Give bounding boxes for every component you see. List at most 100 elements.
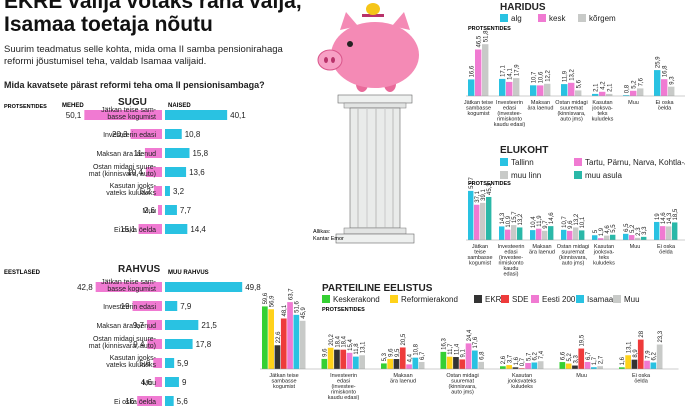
value-label-ekre-4: 1,6: [514, 356, 520, 365]
bar-left-eestlased-5: [154, 377, 162, 387]
value-label-muu-1: 13,1: [360, 341, 366, 353]
bar-alg-3: [561, 84, 568, 96]
category-label-2: Maksan ära laenud: [96, 323, 156, 330]
value-label-muu-asula-6: 18,5: [673, 208, 679, 220]
legend-label-tallinn: Tallinn: [511, 158, 534, 167]
bar-tartu-parnu-narva-kohtla-jarve-3: [567, 230, 573, 240]
value-label-right-1: 7,9: [180, 302, 192, 311]
bar-left-mehed-4: [153, 186, 162, 196]
bar-ekre-2: [393, 359, 400, 369]
bar-kesk-1: [506, 81, 513, 96]
value-label-muu-3: 6,8: [479, 351, 485, 360]
bar-tartu-parnu-narva-kohtla-jarve-2: [536, 228, 542, 240]
value-label-tallinn-5: 6,5: [624, 223, 630, 232]
bar-isamaa-3: [472, 350, 478, 369]
bar-isamaa-0: [293, 314, 300, 369]
value-label-keskerakond-4: 2,6: [501, 355, 507, 364]
pedestal-illustration: [335, 94, 415, 244]
value-label-keskerakond-5: 6,6: [561, 351, 567, 360]
category-label-6: Ei oska öelda: [657, 244, 676, 256]
bar-ekre-6: [631, 359, 638, 369]
value-label-left-4: 5,2: [140, 187, 152, 196]
bar-muu-asula-0: [486, 196, 492, 240]
value-label-kesk-1: 14,1: [508, 68, 514, 80]
bar-muu-linn-1: [511, 225, 517, 240]
category-label-3: Ostan midagi suuremat (kinnisvara, auto jms…: [446, 373, 478, 396]
legend-label-kesk: kesk: [549, 14, 566, 23]
bar-kesk-2: [537, 85, 544, 96]
bar-tartu-parnu-narva-kohtla-jarve-0: [474, 204, 480, 240]
bar-reformierakond-1: [327, 347, 334, 369]
headline-line-2: Isamaa toetaja nõutu: [4, 13, 213, 36]
bar-sde-5: [578, 348, 585, 369]
bar-tallinn-4: [592, 235, 598, 240]
legend-swatch-muu-asula: [574, 171, 582, 179]
bar-ekre-0: [274, 345, 281, 369]
value-label-alg-6: 25,9: [656, 56, 662, 68]
value-label-muu-asula-4: 5,5: [611, 224, 617, 233]
category-label-0: Jätkan teise sambasse kogumist: [464, 100, 493, 117]
bar-kesk-4: [599, 91, 606, 96]
bar-eesti-200-6: [644, 360, 650, 369]
bar-tartu-parnu-narva-kohtla-jarve-4: [598, 238, 604, 240]
value-label-ekre-2: 9,5: [395, 348, 401, 357]
value-label-alg-2: 10,7: [532, 71, 538, 83]
legend-label-sde: SDE: [512, 295, 528, 304]
lead-text: Suurim teadmatus selle kohta, mida oma I…: [4, 44, 283, 67]
value-label-sde-1: 18,4: [342, 335, 348, 347]
value-label-reformierakond-3: 11,7: [448, 343, 454, 355]
chart-title: SUGU: [118, 97, 147, 108]
bar-right-muu-rahvus-0: [165, 282, 243, 292]
category-label-3: Ostan midagi suuremat (kinnisvara, auto jms…: [555, 100, 587, 123]
value-label-eesti-200-1: 15,4: [348, 338, 354, 350]
bar-reformierakond-4: [506, 365, 512, 369]
legend-label-korgem: kõrgem: [589, 14, 616, 23]
value-label-sde-2: 20,5: [401, 333, 407, 345]
bar-isamaa-4: [531, 362, 538, 369]
bar-left-mehed-6: [138, 224, 162, 234]
category-label-4: Kasutan jooksva-teks kuludeks: [591, 100, 613, 123]
value-label-muu-2: 6,7: [420, 351, 426, 360]
category-label-6: Ei oska öelda: [114, 399, 156, 406]
value-label-tallinn-0: 51,7: [469, 177, 475, 189]
value-label-right-5: 7,7: [180, 206, 192, 215]
value-label-right-0: 40,1: [230, 111, 246, 120]
bar-sde-2: [399, 347, 406, 369]
bar-muu-6: [656, 344, 663, 369]
value-label-left-2: 9,7: [133, 321, 145, 330]
bar-isamaa-1: [353, 356, 359, 369]
bar-left-eestlased-2: [146, 320, 162, 330]
value-label-reformierakond-2: 9,6: [388, 348, 394, 357]
bar-sde-4: [518, 368, 525, 369]
bar-muu-asula-3: [579, 230, 585, 240]
category-label-0: Jätkan teise sam-basse kogumist: [101, 107, 157, 121]
value-label-right-0: 49,8: [245, 283, 261, 292]
value-label-reformierakond-0: 56,9: [269, 295, 275, 307]
bar-korgem-2: [544, 83, 551, 96]
unit-label: PROTSENTIDES: [322, 307, 365, 313]
value-label-alg-3: 11,9: [563, 70, 569, 82]
value-label-left-5: 4,6: [141, 378, 153, 387]
bar-left-mehed-5: [157, 205, 162, 215]
bar-right-naised-0: [165, 110, 228, 120]
bar-muu-asula-1: [517, 227, 523, 240]
bar-kesk-6: [661, 79, 668, 96]
legend-label-isamaa: Isamaa: [587, 295, 614, 304]
value-label-tallinn-3: 10,7: [562, 215, 568, 227]
value-label-left-3: 10,4: [127, 168, 143, 177]
value-label-right-3: 13,6: [189, 168, 205, 177]
image-caption-line-1: Allikas:: [313, 229, 331, 235]
legend-swatch-keskerakond: [322, 295, 330, 303]
value-label-isamaa-0: 51,6: [295, 300, 301, 312]
bar-keskerakond-4: [500, 366, 506, 369]
value-label-kesk-0: 46,5: [477, 35, 483, 47]
bar-muu-asula-2: [548, 226, 554, 240]
value-label-kesk-5: 5,2: [632, 80, 638, 89]
value-label-left-3: 9,4: [133, 340, 145, 349]
legend-label-muu-asula: muu asula: [585, 171, 622, 180]
bar-eesti-200-1: [346, 352, 353, 369]
value-label-eesti-200-3: 24,4: [467, 329, 473, 341]
value-label-muu-linn-5: 2,3: [636, 227, 642, 236]
value-label-keskerakond-0: 59,6: [263, 292, 269, 304]
